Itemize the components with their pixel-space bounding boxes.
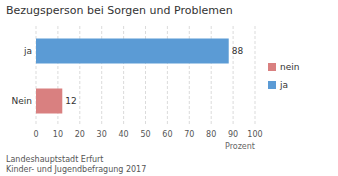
x-tick-label: 60 <box>162 130 172 139</box>
legend-label: nein <box>280 62 299 72</box>
x-tick-label: 100 <box>247 130 262 139</box>
x-tick-label: 80 <box>206 130 216 139</box>
x-tick-label: 0 <box>33 130 38 139</box>
legend: nein ja <box>268 62 299 90</box>
data-label: 88 <box>232 46 244 56</box>
legend-label: ja <box>279 80 288 90</box>
footnote: Landeshauptstadt Erfurt <box>6 155 103 164</box>
footnote: Kinder- und Jugendbefragung 2017 <box>6 165 146 174</box>
x-tick-label: 90 <box>228 130 238 139</box>
y-tick-label: ja <box>23 46 32 56</box>
data-label: 12 <box>65 96 76 106</box>
grid <box>36 26 255 126</box>
legend-swatch <box>268 63 276 71</box>
title: Bezugsperson bei Sorgen und Problemen <box>6 4 233 17</box>
x-tick-label: 10 <box>53 130 63 139</box>
x-tick-label: 30 <box>97 130 107 139</box>
grid-line <box>255 26 256 126</box>
legend-swatch <box>268 81 276 89</box>
bar <box>36 89 62 114</box>
grid-line <box>233 26 234 126</box>
x-tick-label: 70 <box>184 130 194 139</box>
y-tick-label: Nein <box>12 96 32 106</box>
data-labels: 12 88 <box>65 46 243 106</box>
x-tick-label: 20 <box>75 130 85 139</box>
chart: Bezugsperson bei Sorgen und Problemen 0 10… <box>0 0 338 176</box>
x-tick-label: 50 <box>140 130 150 139</box>
bar <box>36 39 229 64</box>
x-tick-label: 40 <box>119 130 129 139</box>
x-axis-label: Prozent <box>225 142 255 151</box>
bars <box>36 39 229 114</box>
